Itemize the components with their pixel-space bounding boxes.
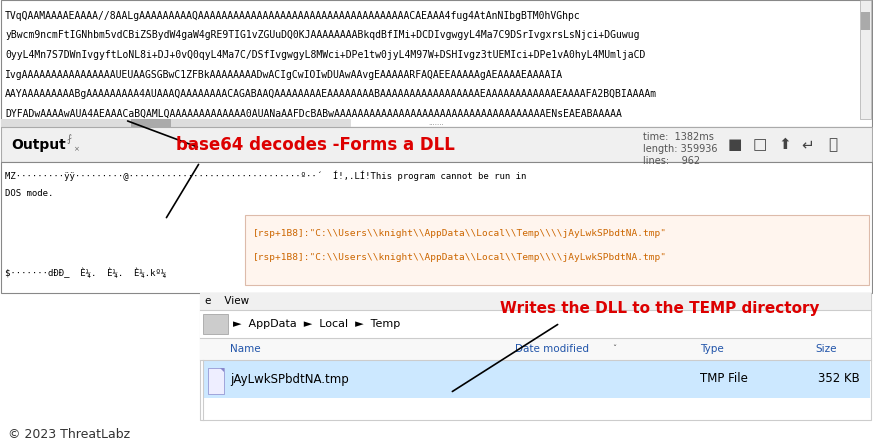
- Text: TVqQAAMAAAAEAAAA//8AALgAAAAAAAAAQAAAAAAAAAAAAAAAAAAAAAAAAAAAAAAAAAAAACAEAAA4fug4: TVqQAAMAAAAEAAAA//8AALgAAAAAAAAAQAAAAAAA…: [5, 11, 581, 21]
- Bar: [200, 338, 871, 360]
- Text: Type: Type: [700, 344, 724, 354]
- Text: e    View: e View: [205, 296, 249, 306]
- Text: Output: Output: [11, 138, 65, 152]
- Bar: [208, 368, 224, 394]
- Text: DOS mode.: DOS mode.: [5, 190, 53, 198]
- Text: Date modified: Date modified: [515, 344, 589, 354]
- Text: ˇ: ˇ: [612, 345, 616, 354]
- Text: base64 decodes -Forms a DLL: base64 decodes -Forms a DLL: [175, 135, 455, 153]
- Bar: [200, 293, 871, 310]
- Bar: [200, 310, 871, 338]
- Bar: [245, 215, 869, 285]
- Text: 352 KB: 352 KB: [818, 372, 860, 385]
- Text: AAYAAAAAAAAABgAAAAAAAAA4AUAAAQAAAAAAAACAGABAAQAAAAAAAAEAAAAAAAABAAAAAAAAAAAAAAAA: AAYAAAAAAAAABgAAAAAAAAA4AUAAAQAAAAAAAACA…: [5, 89, 657, 99]
- Bar: [1, 127, 872, 162]
- Bar: [200, 293, 871, 420]
- Text: TMP File: TMP File: [700, 372, 748, 385]
- Text: 0yyL4Mn7S7DWnIvgyftLoNL8i+DJ+0vQ0qyL4Ma7C/DSfIvgwgyL8MWci+DPe1tw0jyL4M97W+DSHIvg: 0yyL4Mn7S7DWnIvgyftLoNL8i+DJ+0vQ0qyL4Ma7…: [5, 50, 645, 60]
- Text: Writes the DLL to the TEMP directory: Writes the DLL to the TEMP directory: [500, 300, 820, 316]
- Bar: [1, 0, 872, 127]
- Text: © 2023 ThreatLabz: © 2023 ThreatLabz: [8, 429, 130, 442]
- Text: jAyLwkSPbdtNA.tmp: jAyLwkSPbdtNA.tmp: [230, 372, 348, 385]
- Text: DYFADwAAAAwAUA4AEAAACaBQAMLQAAAAAAAAAAAAA0AUANaAAFDcBABwAAAAAAAAAAAAAAAAAAAAAAAA: DYFADwAAAAwAUA4AEAAACaBQAMLQAAAAAAAAAAAA…: [5, 109, 622, 118]
- Text: ■: ■: [728, 137, 742, 152]
- Text: ⬆: ⬆: [779, 137, 792, 152]
- Text: □: □: [753, 137, 767, 152]
- Text: ⨏: ⨏: [66, 135, 71, 144]
- Bar: [860, 0, 871, 119]
- Text: [rsp+1B8]:"C:\\Users\\knight\\AppData\\Local\\Temp\\\\jAyLwkSPbdtNA.tmp": [rsp+1B8]:"C:\\Users\\knight\\AppData\\L…: [253, 253, 667, 261]
- Text: lines:    962: lines: 962: [643, 156, 700, 166]
- Text: MZ·········ÿÿ·········@································º··´  Í!,.LÍ!This program: MZ·········ÿÿ·········@·················…: [5, 171, 526, 181]
- Text: ⤢: ⤢: [828, 137, 837, 152]
- Text: [rsp+1B8]:"C:\\Users\\knight\\AppData\\Local\\Temp\\\\jAyLwkSPbdtNA.tmp": [rsp+1B8]:"C:\\Users\\knight\\AppData\\L…: [253, 228, 667, 237]
- Text: ↵: ↵: [801, 137, 815, 152]
- Text: length: 359936: length: 359936: [643, 144, 718, 154]
- Text: IvgAAAAAAAAAAAAAAAAUEUAAGSGBwC1ZFBkAAAAAAAADwACIgCwIOIwDUAwAAvgEAAAAARFAQAEEAAAA: IvgAAAAAAAAAAAAAAAAUEUAAGSGBwC1ZFBkAAAAA…: [5, 69, 563, 80]
- Bar: [204, 360, 870, 398]
- Polygon shape: [220, 368, 224, 372]
- Bar: [861, 12, 870, 30]
- Bar: [131, 119, 171, 127]
- Text: .......: .......: [429, 120, 444, 126]
- Text: ►  AppData  ►  Local  ►  Temp: ► AppData ► Local ► Temp: [233, 319, 400, 329]
- Text: Size: Size: [815, 344, 836, 354]
- Text: time:  1382ms: time: 1382ms: [643, 132, 714, 142]
- Text: Name: Name: [230, 344, 261, 354]
- Bar: [1, 162, 872, 293]
- Bar: [203, 314, 228, 334]
- Text: ×: ×: [73, 147, 79, 152]
- Text: yBwcm9ncmFtIGNhbm5vdCBiZSBydW4gaW4gRE9TIG1vZGUuDQ0KJAAAAAAAABkqdBfIMi+DCDIvgwgyL: yBwcm9ncmFtIGNhbm5vdCBiZSBydW4gaW4gRE9TI…: [5, 30, 640, 41]
- Text: $·······dÐÐ_  È¼.  È¼.  È¼.kº¼: $·······dÐÐ_ È¼. È¼. È¼.kº¼: [5, 268, 166, 278]
- Bar: [1, 119, 351, 127]
